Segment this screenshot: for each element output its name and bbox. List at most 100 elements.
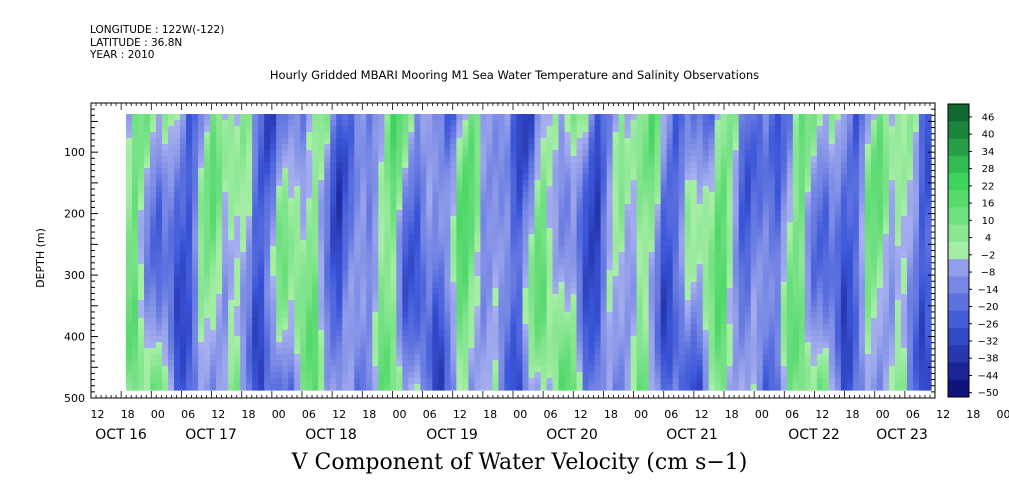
heatmap-cell (162, 228, 169, 235)
heatmap-cell (462, 144, 470, 151)
heatmap-cell (594, 120, 602, 127)
heatmap-cell (492, 288, 500, 295)
heatmap-cell (168, 162, 175, 169)
heatmap-cell (510, 324, 518, 331)
heatmap-cell (564, 234, 572, 241)
heatmap-cell (678, 168, 686, 175)
heatmap-cell (612, 384, 620, 391)
heatmap-cell (174, 330, 181, 337)
heatmap-cell (516, 138, 524, 145)
heatmap-cell (390, 216, 397, 223)
heatmap-cell (162, 372, 169, 379)
heatmap-cell (306, 240, 313, 247)
heatmap-cell (720, 234, 728, 241)
heatmap-cell (588, 318, 596, 325)
heatmap-cell (642, 174, 650, 181)
heatmap-cell (444, 198, 452, 205)
heatmap-cell (342, 180, 349, 187)
heatmap-cell (534, 366, 542, 373)
heatmap-cell (360, 114, 367, 121)
heatmap-cell (570, 342, 578, 349)
heatmap-cell (354, 264, 361, 271)
heatmap-cell (354, 306, 361, 313)
heatmap-cell (552, 360, 560, 367)
heatmap-cell (420, 222, 427, 229)
heatmap-cell (390, 246, 397, 253)
heatmap-cell (528, 240, 536, 247)
heatmap-cell (396, 222, 403, 229)
heatmap-cell (654, 234, 662, 241)
heatmap-cell (282, 282, 289, 289)
heatmap-cell (552, 276, 560, 283)
heatmap-cell (354, 120, 361, 127)
heatmap-cell (600, 150, 608, 157)
longitude-label: LONGITUDE : 122W(-122) (90, 24, 225, 36)
heatmap-cell (630, 342, 638, 349)
heatmap-cell (390, 234, 397, 241)
heatmap-cell (594, 306, 602, 313)
heatmap-cell (732, 366, 740, 373)
heatmap-cell (516, 174, 524, 181)
heatmap-cell (384, 180, 391, 187)
heatmap-cell (144, 312, 151, 319)
heatmap-cell (648, 186, 656, 193)
heatmap-cell (534, 114, 542, 121)
heatmap-cell (678, 252, 686, 259)
heatmap-cell (696, 192, 704, 199)
heatmap-cell (150, 300, 157, 307)
heatmap-cell (354, 360, 361, 367)
heatmap-cell (576, 186, 584, 193)
heatmap-cell (192, 282, 199, 289)
heatmap-cell (738, 204, 746, 211)
heatmap-cell (546, 378, 554, 385)
heatmap-cell (702, 150, 710, 157)
heatmap-cell (690, 384, 698, 391)
heatmap-cell (162, 324, 169, 331)
heatmap-cell (612, 126, 620, 133)
heatmap-cell (384, 192, 391, 199)
heatmap-cell (270, 366, 277, 373)
heatmap-cell (150, 354, 157, 361)
heatmap-cell (648, 258, 656, 265)
heatmap-cell (462, 288, 470, 295)
heatmap-cell (594, 312, 602, 319)
heatmap-cell (708, 234, 716, 241)
heatmap-cell (264, 204, 271, 211)
heatmap-cell (750, 192, 758, 199)
heatmap-cell (594, 360, 602, 367)
heatmap-cell (696, 150, 704, 157)
heatmap-cell (468, 228, 476, 235)
heatmap-cell (372, 240, 379, 247)
heatmap-cell (504, 258, 512, 265)
heatmap-cell (624, 138, 632, 145)
chart-title: Hourly Gridded MBARI Mooring M1 Sea Wate… (269, 68, 760, 82)
heatmap-cell (462, 252, 470, 259)
heatmap-cell (594, 342, 602, 349)
heatmap-cell (594, 282, 602, 289)
heatmap-cell (582, 228, 590, 235)
heatmap-cell (318, 354, 325, 361)
heatmap-cell (714, 192, 722, 199)
heatmap-cell (132, 156, 139, 163)
heatmap-cell (546, 240, 554, 247)
heatmap-cell (444, 126, 452, 133)
heatmap-cell (192, 240, 199, 247)
heatmap-cell (240, 294, 247, 301)
heatmap-cell (378, 270, 385, 277)
heatmap-cell (384, 258, 391, 265)
heatmap-cell (522, 144, 530, 151)
heatmap-cell (378, 372, 385, 379)
heatmap-cell (240, 132, 247, 139)
heatmap-cell (408, 204, 415, 211)
heatmap-cell (426, 348, 433, 355)
heatmap-cell (546, 372, 554, 379)
heatmap-cell (522, 258, 530, 265)
heatmap-cell (498, 198, 506, 205)
heatmap-cell (414, 186, 421, 193)
heatmap-cell (366, 366, 373, 373)
heatmap-cell (144, 144, 151, 151)
heatmap-cell (258, 348, 265, 355)
heatmap-cell (438, 354, 445, 361)
heatmap-cell (360, 228, 367, 235)
heatmap-cell (612, 210, 620, 217)
